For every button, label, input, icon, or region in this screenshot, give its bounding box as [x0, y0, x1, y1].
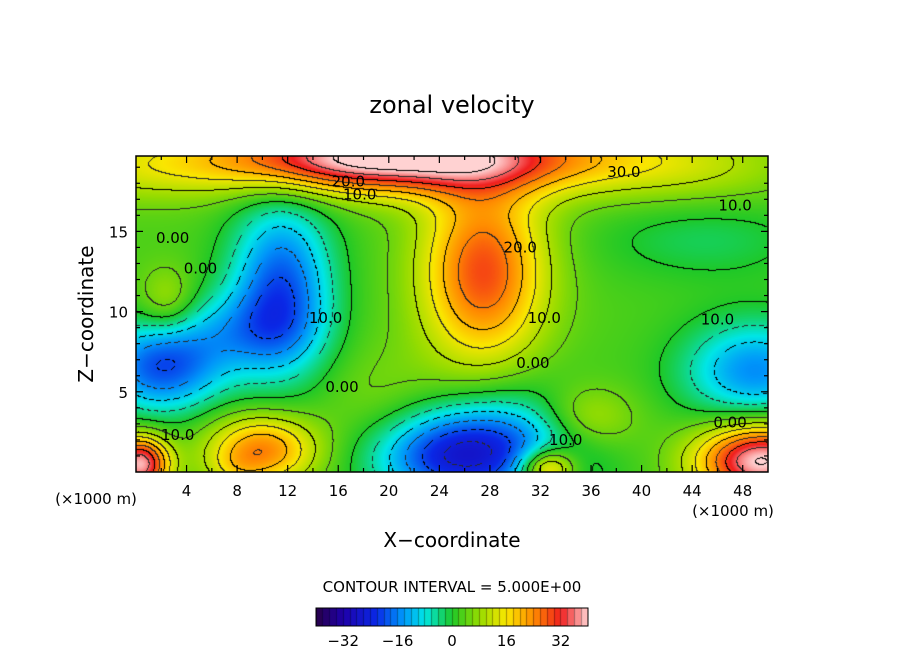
y-tick-label: 10	[109, 304, 128, 322]
colorbar-tick-labels: −32 −16 0 16 32	[327, 632, 570, 650]
x-tick-label: 16	[329, 482, 348, 500]
y-axis-label: Z−coordinate	[74, 245, 98, 382]
x-tick-label: 48	[733, 482, 752, 500]
contour-label: 0.00	[325, 378, 358, 396]
x-tick-label: 36	[581, 482, 600, 500]
x-tick-label: 24	[430, 482, 449, 500]
contour-label: 20.0	[332, 173, 365, 191]
x-tick-label: 32	[531, 482, 550, 500]
contour-label: 10.0	[161, 426, 194, 444]
y-tick-label: 5	[118, 384, 128, 402]
x-tick-label: 20	[379, 482, 398, 500]
contour-label: 10.0	[701, 311, 734, 329]
colorbar-tick-label: 16	[497, 632, 516, 650]
x-unit-left: (×1000 m)	[55, 490, 137, 508]
contour-label: 20.0	[504, 238, 537, 256]
contour-interval-text: CONTOUR INTERVAL = 5.000E+00	[323, 578, 582, 596]
x-tick-label: 28	[480, 482, 499, 500]
x-tick-label: 44	[683, 482, 702, 500]
x-axis-label: X−coordinate	[383, 528, 520, 552]
contour-label: 0.00	[516, 354, 549, 372]
x-tick-label: 40	[632, 482, 651, 500]
y-tick-labels: 5 10 15	[109, 223, 128, 401]
contour-label: 0.00	[713, 413, 746, 431]
contour-label: 10.0	[309, 309, 342, 327]
plot-frame	[135, 155, 769, 473]
contour-label: 0.00	[184, 259, 217, 277]
y-tick-label: 15	[109, 223, 128, 241]
contour-label: 10.0	[718, 197, 751, 215]
contour-label: 0.00	[156, 229, 189, 247]
contour-label: 10.0	[343, 185, 376, 203]
heatmap-field	[136, 156, 768, 472]
chart-title: zonal velocity	[369, 91, 534, 119]
x-tick-label: 4	[182, 482, 192, 500]
colorbar-frame	[315, 607, 589, 627]
axis-ticks	[136, 156, 768, 472]
x-tick-label: 8	[232, 482, 242, 500]
colorbar-tick-label: −32	[327, 632, 359, 650]
colorbar-tick-label: 0	[447, 632, 457, 650]
colorbar-tick-label: −16	[382, 632, 414, 650]
x-unit-right: (×1000 m)	[692, 502, 774, 520]
contour-label: 10.0	[528, 309, 561, 327]
x-tick-label: 12	[278, 482, 297, 500]
x-tick-labels: 4 8 12 16 20 24 28 32 36 40 44 48	[182, 482, 752, 500]
contour-label: 30.0	[607, 163, 640, 181]
colorbar	[316, 608, 588, 626]
contour-label: 10.0	[549, 431, 582, 449]
colorbar-tick-label: 32	[551, 632, 570, 650]
